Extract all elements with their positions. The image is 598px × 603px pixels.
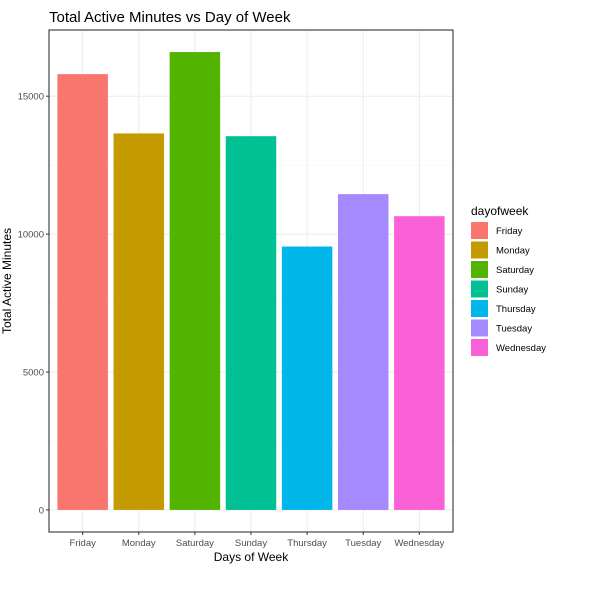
legend-key [471,222,488,239]
y-tick-label: 15000 [18,92,44,103]
legend-label: Sunday [496,285,528,296]
x-tick-label: Tuesday [345,538,381,549]
y-tick-label: 5000 [23,368,44,379]
bar-monday [113,133,165,510]
legend: dayofweek Friday Monday Saturday Sunday Thur… [471,204,546,356]
legend-key [471,339,488,356]
bar-friday [57,74,108,510]
legend-key [471,241,488,259]
legend-label: Tuesday [496,324,532,335]
x-tick-label: Friday [69,538,96,549]
bar-wednesday [394,216,445,510]
x-tick-label: Wednesday [394,538,444,549]
bar-sunday [225,136,277,510]
legend-key [471,300,488,317]
legend-key [471,280,488,298]
x-axis-title: Days of Week [214,550,289,564]
chart-title: Total Active Minutes vs Day of Week [49,9,291,26]
legend-key [471,261,488,278]
y-axis-title: Total Active Minutes [0,228,14,334]
y-axis: 0 5000 10000 15000 [18,92,49,516]
x-tick-label: Saturday [176,538,214,549]
bar-saturday [169,52,221,510]
x-tick-label: Monday [122,538,156,549]
x-tick-label: Sunday [235,538,267,549]
legend-label: Thursday [496,304,536,315]
legend-label: Friday [496,226,523,237]
bar-thursday [281,246,333,510]
legend-label: Wednesday [496,343,546,354]
x-axis: Friday Monday Saturday Sunday Thursday Tuesda… [69,532,445,549]
legend-key [471,319,488,337]
legend-label: Monday [496,246,530,257]
y-tick-label: 0 [39,505,44,516]
x-tick-label: Thursday [287,538,327,549]
bar-tuesday [337,194,389,510]
bars-group [57,52,445,510]
y-tick-label: 10000 [18,230,44,241]
legend-label: Saturday [496,265,534,276]
legend-title: dayofweek [471,204,529,218]
legend-items: Friday Monday Saturday Sunday Thursday Tuesda… [471,222,546,356]
